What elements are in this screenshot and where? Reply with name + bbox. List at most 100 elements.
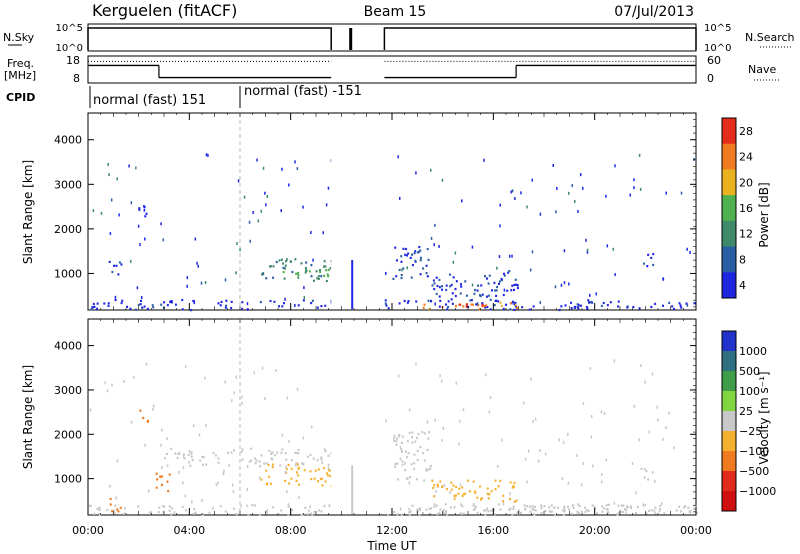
noise-cell (555, 210, 557, 214)
cell-0 (235, 513, 238, 516)
cell-7 (432, 486, 435, 490)
cell-0 (459, 512, 462, 515)
cell-0 (632, 305, 635, 309)
cell-7 (502, 500, 505, 503)
noise-cell (243, 195, 246, 199)
cell-5 (407, 252, 410, 255)
noise-cell (502, 502, 505, 506)
cell-3 (282, 266, 285, 269)
cell-3 (315, 270, 318, 273)
cell-0 (400, 513, 403, 516)
cell-0 (91, 306, 94, 309)
cell-0 (586, 307, 589, 310)
cell-0 (181, 308, 184, 311)
cell-8 (473, 508, 476, 511)
cell-0 (273, 300, 276, 303)
cell-0 (427, 299, 430, 302)
cell-6 (415, 436, 418, 440)
noise-cell (552, 163, 555, 167)
cell-4 (295, 462, 298, 465)
cell-0 (425, 508, 428, 511)
cell-0 (406, 301, 409, 304)
noise-cell (231, 483, 234, 487)
cell-0 (528, 308, 531, 311)
colorbar-swatch-1 (722, 143, 736, 170)
noise-cell (246, 464, 249, 468)
cell-5 (295, 479, 298, 482)
cell-0 (616, 513, 619, 516)
noise-cell (130, 201, 133, 205)
noise-cell (600, 410, 603, 414)
cell-5 (409, 256, 412, 260)
cell-4 (187, 453, 190, 457)
cell-0 (224, 306, 227, 309)
cell-9 (508, 270, 511, 273)
noise-cell (264, 191, 266, 195)
colorbar-swatch-0 (722, 118, 736, 145)
cell-6 (410, 463, 413, 466)
noise-cell (275, 369, 277, 373)
cell-0 (408, 508, 411, 511)
cell-5 (414, 259, 417, 263)
noise-cell (522, 401, 525, 405)
cell-3 (325, 279, 328, 283)
noise-cell (435, 489, 437, 493)
cell-8 (563, 505, 566, 508)
cell-0 (157, 510, 160, 514)
cell-6 (495, 294, 498, 297)
noise-cell (452, 260, 455, 264)
cell-8 (577, 503, 580, 506)
cell-0 (609, 301, 612, 304)
cell-8 (438, 511, 441, 514)
cell-4 (165, 452, 168, 455)
cell-0 (543, 504, 546, 508)
cell-0 (146, 307, 149, 310)
colorbar-swatch-5 (722, 431, 736, 452)
cell-4 (327, 463, 330, 467)
cell-7 (473, 490, 476, 493)
noise-cell (110, 198, 113, 202)
cell-0 (447, 305, 450, 309)
velocity-colorbar-tick-5: −100 (739, 445, 769, 458)
cell-0 (313, 510, 316, 514)
cell-6 (427, 468, 430, 471)
cell-0 (430, 507, 433, 510)
cell-4 (190, 455, 193, 458)
cell-2 (155, 472, 158, 475)
cell-6 (411, 431, 414, 434)
cell-8 (465, 303, 468, 306)
cell-9 (507, 271, 510, 274)
cell-8 (550, 504, 553, 507)
cell-4 (176, 456, 179, 460)
noise-cell (661, 502, 663, 506)
cell-5 (271, 466, 274, 469)
velocity-panel-frame (87, 318, 697, 516)
noise-cell (633, 404, 636, 408)
cell-3 (318, 269, 321, 272)
cell-6 (398, 433, 401, 437)
cell-5 (290, 477, 293, 480)
cell-7 (452, 484, 455, 487)
cell-9 (513, 283, 516, 287)
noise-cell (514, 196, 516, 200)
freq-left-tick-top: 18 (66, 54, 80, 67)
cell-0 (516, 511, 519, 514)
noise-cell (280, 209, 282, 213)
cell-0 (103, 302, 106, 305)
cell-0 (201, 513, 204, 516)
cell-0 (93, 512, 96, 515)
cell-0 (302, 299, 305, 302)
noise-cell (586, 250, 589, 254)
noise-cell (539, 212, 542, 216)
noise-cell (441, 439, 443, 443)
cell-7 (502, 494, 505, 497)
noise-cell (501, 438, 503, 442)
noise-cell (443, 483, 446, 487)
cell-0 (139, 299, 142, 302)
cell-0 (150, 511, 153, 514)
cell-4 (327, 268, 330, 272)
cell-6 (417, 432, 420, 436)
noise-cell (186, 276, 189, 280)
cell-4 (263, 462, 266, 465)
cell-5 (326, 474, 329, 477)
